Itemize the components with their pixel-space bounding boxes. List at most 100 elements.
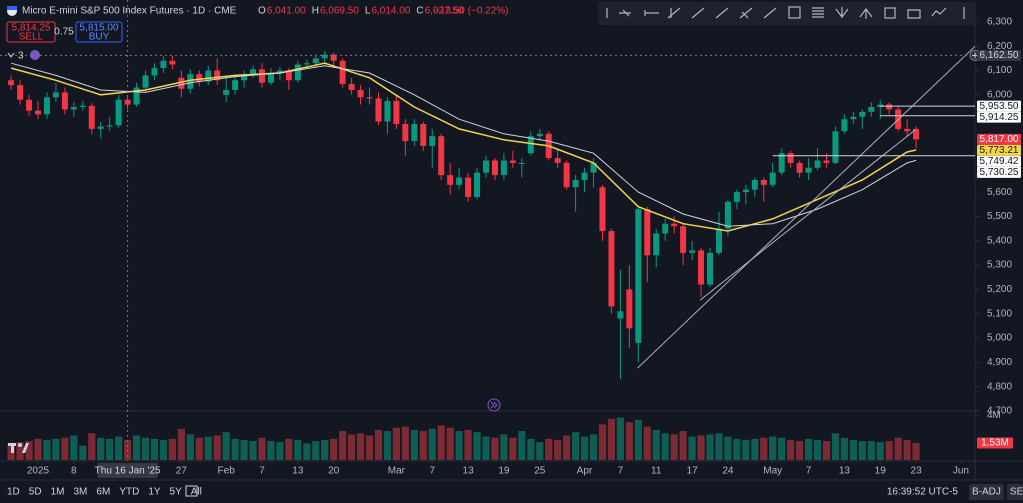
- volume-bar: [580, 436, 589, 460]
- candle-body: [259, 69, 265, 83]
- volume-bar: [903, 439, 911, 460]
- range-button[interactable]: 1M: [51, 487, 65, 498]
- setting-label: B-ADJ: [972, 487, 1001, 498]
- candle-body: [751, 179, 758, 190]
- trend-line[interactable]: [699, 129, 916, 301]
- buy-label: BUY: [89, 32, 110, 43]
- y-tick-label: 6,100: [987, 65, 1012, 76]
- buy-button[interactable]: [75, 21, 123, 43]
- candle-body: [805, 167, 812, 173]
- logo: [8, 443, 29, 453]
- volume-bar: [545, 438, 553, 460]
- range-button[interactable]: YTD: [119, 487, 139, 498]
- volume-bar: [482, 436, 490, 460]
- candle-body: [653, 233, 660, 256]
- candle-body: [778, 153, 785, 173]
- candle-body: [724, 201, 731, 229]
- range-button[interactable]: 5Y: [170, 487, 183, 498]
- volume-bar: [330, 438, 338, 460]
- candle-body: [232, 80, 239, 90]
- spread: 0.75: [54, 27, 74, 38]
- logo-part: [18, 443, 22, 447]
- sell-button[interactable]: [6, 21, 56, 43]
- tool-icon[interactable]: [835, 7, 849, 18]
- x-tick-label: 7: [259, 466, 265, 477]
- volume-bar: [294, 439, 302, 460]
- range-button[interactable]: All: [191, 487, 202, 498]
- volume-bar: [625, 422, 633, 460]
- candle-body: [447, 175, 454, 185]
- x-tick-label: 19: [498, 466, 510, 477]
- range-button[interactable]: 6M: [96, 487, 110, 498]
- trend-line[interactable]: [637, 45, 976, 369]
- volume-bar: [258, 437, 266, 460]
- x-tick-label: Apr: [577, 466, 593, 477]
- ohlc-value: 6,041.00: [267, 6, 306, 17]
- candle-body: [133, 87, 140, 105]
- candle-body: [796, 162, 803, 173]
- y-tick-label: 5,500: [987, 211, 1012, 222]
- tool-icon[interactable]: [907, 9, 921, 19]
- tool-icon[interactable]: [812, 7, 824, 18]
- volume-bar: [616, 417, 624, 460]
- range-button[interactable]: 3M: [74, 487, 88, 498]
- tool-icon[interactable]: [667, 7, 681, 19]
- date-range-icon[interactable]: [185, 485, 198, 497]
- candle-body: [554, 158, 561, 163]
- tool-icon[interactable]: [788, 6, 801, 19]
- tool-icon[interactable]: [606, 8, 631, 18]
- candle-body: [590, 162, 597, 173]
- range-button[interactable]: 1D: [7, 487, 20, 498]
- volume-bar: [652, 429, 660, 460]
- volume-bar: [365, 435, 374, 460]
- scroll-to-realtime[interactable]: [487, 398, 501, 412]
- candle-body: [572, 179, 579, 188]
- x-tick-label: 13: [839, 466, 851, 477]
- tool-icon[interactable]: [715, 7, 729, 19]
- candle-body: [187, 74, 194, 89]
- volume-bar: [79, 445, 87, 460]
- volume-bar: [563, 435, 571, 460]
- candle-body: [474, 172, 481, 197]
- volume-bar: [88, 433, 96, 460]
- volume-bar: [374, 429, 383, 460]
- tool-icon[interactable]: [763, 7, 777, 19]
- volume-bar: [796, 441, 804, 460]
- tool-icon[interactable]: [931, 7, 947, 17]
- volume-bar: [276, 442, 284, 460]
- candle-body: [698, 250, 705, 285]
- candle-body: [715, 228, 722, 253]
- tool-icon[interactable]: [644, 10, 659, 16]
- range-button[interactable]: 5D: [29, 487, 42, 498]
- candle-body: [465, 177, 472, 197]
- candle-body: [303, 63, 310, 65]
- volume-bar: [348, 434, 356, 460]
- candle-body: [88, 105, 95, 129]
- moving-average: [10, 62, 917, 232]
- symbol-title[interactable]: Micro E-mini S&P 500 Index Futures · 1D …: [22, 6, 237, 17]
- x-tick-label: 7: [618, 466, 624, 477]
- volume-bar: [132, 435, 141, 460]
- setting-button[interactable]: [969, 484, 1004, 500]
- candle-body: [17, 85, 24, 100]
- volume-bar: [589, 434, 598, 460]
- tool-icon[interactable]: [691, 7, 705, 19]
- volume-bar: [894, 437, 902, 460]
- range-button[interactable]: 1Y: [148, 487, 161, 498]
- volume-bar: [679, 431, 687, 460]
- indicator-icon[interactable]: [30, 50, 40, 60]
- candle-body: [617, 311, 624, 319]
- collapse-indicators[interactable]: [7, 52, 15, 58]
- volume-bar: [634, 419, 642, 460]
- candle-body: [841, 119, 848, 132]
- tool-icon[interactable]: [859, 8, 873, 19]
- y-tick-label: 5,200: [987, 284, 1012, 295]
- volume-bar: [186, 434, 194, 460]
- y-tick-label: 6,200: [987, 41, 1012, 52]
- volume-bar: [715, 433, 723, 460]
- setting-button[interactable]: [1006, 484, 1023, 500]
- tool-icon[interactable]: [739, 7, 753, 19]
- volume-bar: [670, 434, 678, 460]
- tool-icon[interactable]: [884, 7, 896, 19]
- candle-body: [859, 111, 866, 117]
